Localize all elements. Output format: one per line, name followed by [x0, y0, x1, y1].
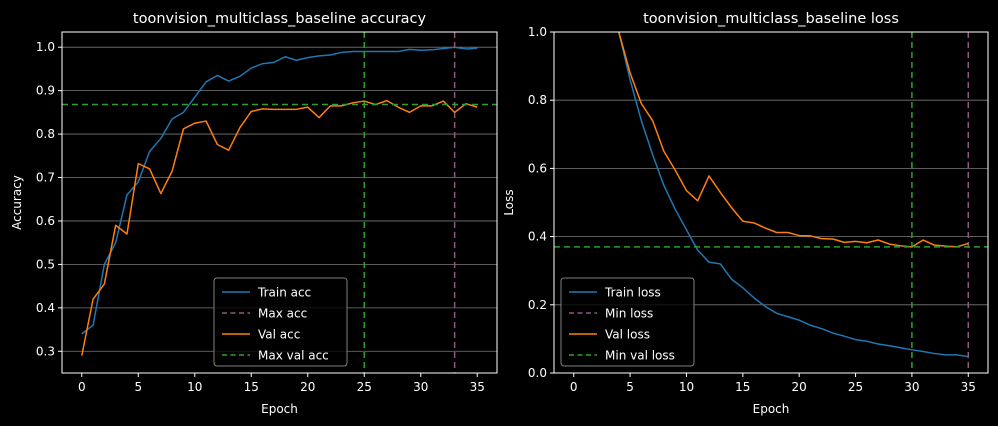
y-tick-label: 0.8: [36, 127, 55, 141]
y-tick-label: 0.8: [528, 93, 547, 107]
x-tick-label: 0: [570, 380, 578, 394]
x-tick-label: 5: [626, 380, 634, 394]
y-tick-label: 0.6: [36, 214, 55, 228]
x-tick-label: 5: [134, 380, 142, 394]
x-tick-label: 25: [357, 380, 372, 394]
y-tick-label: 0.6: [528, 161, 547, 175]
axes-frame: [61, 31, 498, 374]
legend-label: Max acc: [258, 307, 307, 321]
y-tick-label: 0.3: [36, 344, 55, 358]
y-axis-label: Loss: [502, 189, 516, 215]
legend: Train acc Max acc Val acc Max val acc: [213, 277, 348, 367]
legend-label: Min loss: [605, 307, 653, 321]
x-axis-label: Epoch: [261, 402, 298, 416]
x-tick-label: 25: [848, 380, 863, 394]
x-tick-label: 35: [961, 380, 976, 394]
legend: Train loss Min loss Val loss Min val loss: [560, 277, 695, 367]
x-tick-label: 20: [792, 380, 807, 394]
x-tick-label: 35: [470, 380, 485, 394]
legend-box: [213, 277, 348, 367]
y-tick-label: 0.2: [528, 298, 547, 312]
y-tick-label: 0.4: [528, 230, 547, 244]
y-tick-label: 0.4: [36, 301, 55, 315]
x-axis-label: Epoch: [753, 402, 790, 416]
loss-chart: 0 5 10 15 20 25 30 35 0.0 0.2 0.4 0.6 0.8 1.0 toonvisi…: [502, 11, 989, 416]
y-tick-label: 0.5: [36, 257, 55, 271]
x-tick-label: 30: [904, 380, 919, 394]
legend-label: Val acc: [258, 328, 300, 342]
y-tick-label: 1.0: [36, 40, 55, 54]
series-line-val-acc: [81, 99, 478, 356]
y-axis-label: Accuracy: [10, 175, 24, 230]
y-tick-label: 0.0: [528, 366, 547, 380]
legend-label: Max val acc: [258, 349, 329, 363]
series-line-train-acc: [81, 46, 478, 335]
x-tick-label: 20: [300, 380, 315, 394]
x-tick-label: 30: [413, 380, 428, 394]
series-line-val-loss: [618, 32, 969, 248]
chart-title: toonvision_multiclass_baseline loss: [643, 11, 899, 27]
legend-label: Min val loss: [605, 349, 675, 363]
legend-box: [560, 277, 695, 367]
plot-area: [62, 32, 497, 373]
plot-area: [554, 32, 988, 373]
y-tick-label: 0.7: [36, 171, 55, 185]
y-tick-label: 1.0: [528, 25, 547, 39]
series-line-train-loss: [618, 32, 969, 358]
x-tick-label: 15: [735, 380, 750, 394]
legend-label: Val loss: [605, 328, 650, 342]
x-tick-label: 0: [78, 380, 86, 394]
y-tick-label: 0.9: [36, 84, 55, 98]
legend-label: Train loss: [604, 286, 661, 300]
accuracy-chart: 0 5 10 15 20 25 30 35 0.3 0.4 0.5 0.6 0.7 0.8 0.9 1.0 to…: [10, 11, 498, 416]
legend-label: Train acc: [257, 286, 311, 300]
axes-frame: [553, 31, 989, 374]
x-tick-label: 10: [679, 380, 694, 394]
x-tick-label: 15: [244, 380, 259, 394]
chart-title: toonvision_multiclass_baseline accuracy: [133, 11, 427, 27]
x-tick-label: 10: [187, 380, 202, 394]
